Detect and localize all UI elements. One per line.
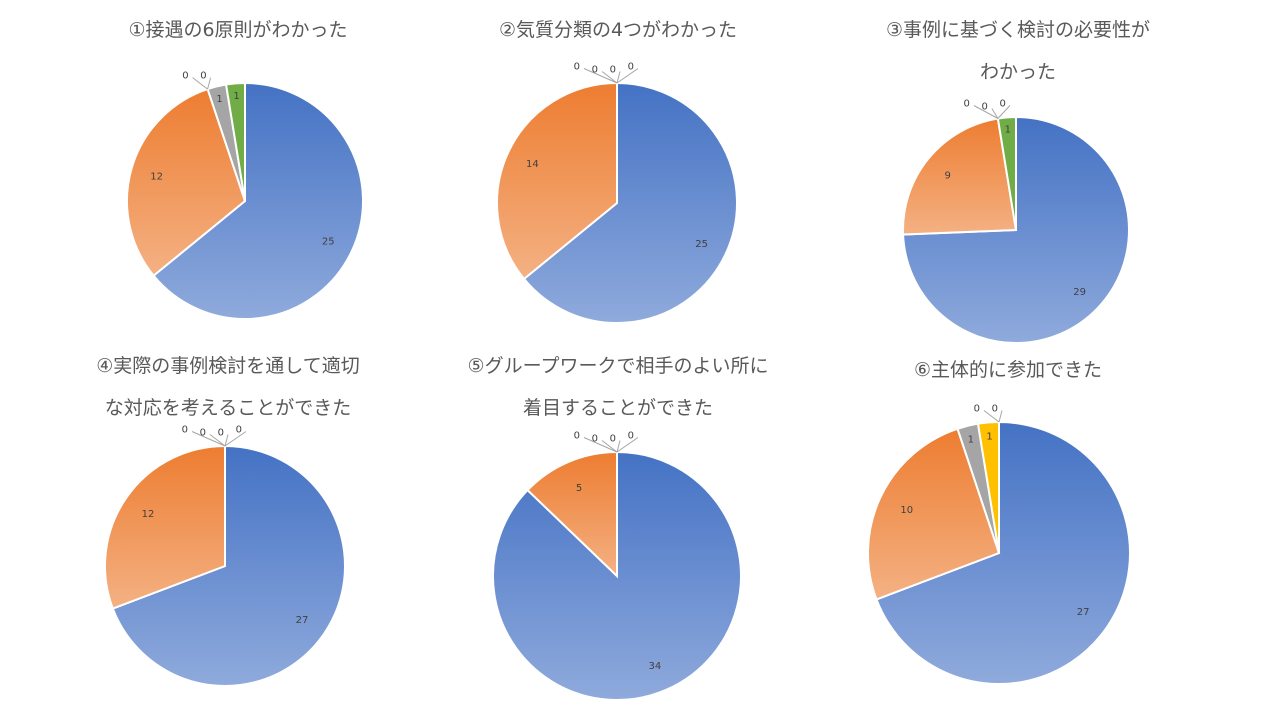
pie-svg: 25 14 0 0 0 0 — [496, 62, 738, 324]
slice-data-label: 10 — [900, 505, 913, 516]
pie-slice — [152, 81, 364, 320]
leader-line — [616, 68, 639, 84]
leader-line — [601, 71, 618, 84]
chart-title: ⑥主体的に参加できた — [795, 349, 1221, 391]
chart-title-line: 着目することができた — [522, 397, 713, 419]
slice-data-label: 1 — [216, 94, 222, 105]
leader-line — [973, 105, 999, 119]
pie-svg: 34 5 0 0 0 0 — [492, 431, 742, 701]
pie-slice — [875, 420, 1131, 685]
leader-line — [224, 434, 229, 447]
slice-data-label: 12 — [142, 509, 155, 520]
slice-data-label: 0 — [974, 404, 980, 415]
chart-title-line: ⑥主体的に参加できた — [913, 359, 1103, 381]
leader-line — [583, 437, 618, 453]
pie-chart-2: ②気質分類の4つがわかった 25 14 0 0 0 0 — [405, 5, 831, 365]
slice-data-label: 12 — [150, 171, 163, 182]
slice-data-label: 0 — [1000, 99, 1006, 110]
slice-data-label: 0 — [964, 99, 970, 110]
slice-data-label: 0 — [236, 425, 242, 436]
slice-data-label: 34 — [649, 661, 662, 672]
slice-data-label: 29 — [1073, 287, 1086, 298]
leader-line — [191, 431, 226, 447]
pie-slice — [867, 427, 1001, 601]
slice-data-label: 0 — [628, 431, 634, 442]
slice-data-label: 0 — [200, 428, 206, 439]
slice-data-label: 1 — [233, 91, 239, 102]
pie-svg: 27 12 0 0 0 0 — [104, 425, 347, 687]
leader-line — [616, 440, 621, 453]
slice-data-label: 0 — [574, 431, 580, 442]
chart-title: ⑤グループワークで相手のよい所に 着目することができた — [405, 345, 831, 429]
pie-slice — [126, 87, 247, 278]
slice-data-label: 14 — [526, 159, 539, 170]
slice-data-label: 5 — [576, 483, 582, 494]
leader-line — [616, 437, 639, 453]
leader-line — [192, 77, 208, 90]
pie-svg: 29 9 1 0 0 0 — [902, 99, 1130, 344]
slice-data-label: 0 — [592, 65, 598, 76]
slice-data-label: 0 — [200, 71, 206, 82]
pie-slice — [224, 81, 246, 202]
leader-line — [991, 108, 999, 119]
pie-chart-5: ⑤グループワークで相手のよい所に 着目することができた 34 5 0 0 0 0 — [405, 345, 831, 705]
pie-chart-3: ③事例に基づく検討の必要性が わかった 29 9 1 0 0 0 — [805, 5, 1231, 365]
chart-title-line: ④実際の事例検討を通して適切 — [96, 355, 360, 377]
chart-title-line: ①接遇の6原則がわかった — [128, 19, 348, 41]
leader-line — [583, 68, 618, 84]
pie-slice — [104, 444, 226, 610]
pie-slice — [522, 81, 738, 324]
leader-line — [224, 431, 247, 447]
slice-data-label: 25 — [322, 237, 335, 248]
chart-title-line: ③事例に基づく検討の必要性が — [885, 19, 1151, 41]
slice-data-label: 0 — [574, 62, 580, 73]
slice-data-label: 0 — [182, 425, 188, 436]
pie-slice — [496, 81, 618, 281]
slice-data-label: 0 — [628, 62, 634, 73]
chart-title-line: な対応を考えることができた — [104, 397, 352, 419]
pie-chart-6: ⑥主体的に参加できた 27 10 1 1 0 0 — [795, 345, 1221, 705]
slice-data-label: 0 — [610, 65, 616, 76]
slice-data-label: 25 — [695, 239, 708, 250]
slice-data-label: 1 — [968, 435, 974, 446]
slice-data-label: 1 — [986, 432, 992, 443]
leader-line — [998, 410, 1003, 423]
slice-data-label: 27 — [296, 615, 309, 626]
pie-chart-4: ④実際の事例検討を通して適切 な対応を考えることができた 27 12 0 0 0 0 — [15, 345, 441, 705]
leader-line — [207, 77, 212, 90]
slice-data-label: 0 — [592, 434, 598, 445]
leader-line — [997, 105, 1011, 119]
leader-line — [616, 71, 621, 84]
leader-line — [209, 434, 226, 447]
pie-slice — [111, 444, 347, 687]
pie-svg: 25 12 1 1 0 0 — [126, 71, 364, 320]
chart-title: ①接遇の6原則がわかった — [25, 9, 451, 51]
slice-data-label: 0 — [982, 102, 988, 113]
chart-title: ④実際の事例検討を通して適切 な対応を考えることができた — [15, 345, 441, 429]
leader-line — [983, 410, 1000, 423]
pie-slice — [526, 450, 618, 579]
leader-line — [601, 440, 618, 453]
chart-title: ②気質分類の4つがわかった — [405, 9, 831, 51]
chart-title-line: ②気質分類の4つがわかった — [498, 19, 738, 41]
chart-title-line: わかった — [979, 61, 1056, 83]
slice-data-label: 0 — [992, 404, 998, 415]
pie-chart-1: ①接遇の6原則がわかった 25 12 1 1 0 0 — [25, 5, 451, 365]
slice-data-label: 1 — [1005, 125, 1011, 136]
slice-data-label: 27 — [1077, 607, 1090, 618]
chart-title: ③事例に基づく検討の必要性が わかった — [805, 9, 1231, 93]
slice-data-label: 0 — [218, 428, 224, 439]
pie-slice — [902, 117, 1018, 236]
chart-title-line: ⑤グループワークで相手のよい所に — [467, 355, 769, 377]
slice-data-label: 0 — [610, 434, 616, 445]
slice-data-label: 0 — [182, 71, 188, 82]
slice-data-label: 9 — [945, 170, 951, 181]
